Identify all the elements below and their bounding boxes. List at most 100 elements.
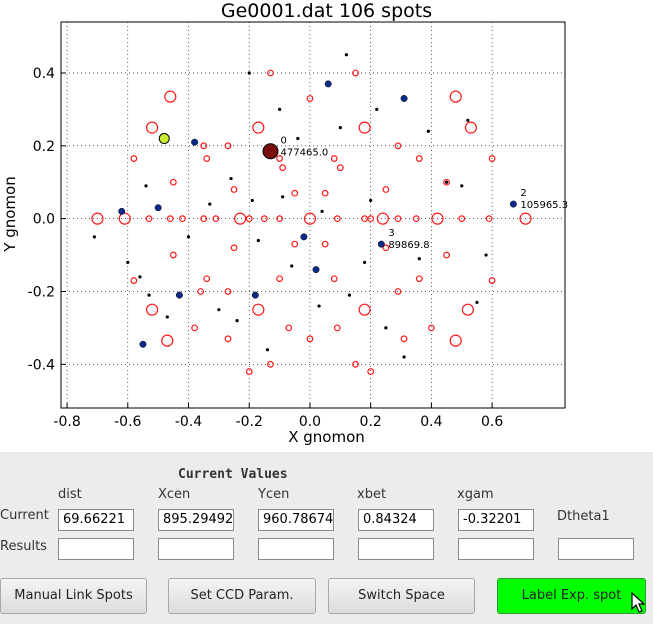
experimental-spot-marker [417, 257, 421, 261]
experimental-spot-marker [324, 80, 332, 88]
experimental-spot-marker [250, 198, 254, 203]
x-tick-label: 0.4 [420, 414, 442, 430]
experimental-spot-marker [281, 195, 285, 199]
plot-frame [60, 21, 566, 409]
theoretical-spot-marker [431, 212, 444, 225]
results-ycen-field[interactable] [258, 538, 334, 560]
theoretical-spot-marker [321, 189, 329, 197]
y-tick-label: -0.2 [28, 284, 55, 300]
current-xgam-field[interactable]: -0.32201 [458, 509, 534, 531]
current-ycen-field[interactable]: 960.78674 [258, 509, 334, 531]
theoretical-spot-marker [224, 288, 232, 295]
scatter-chart[interactable]: -0.8 -0.6 -0.4 -0.2 0.0 0.2 0.4 0.6 -0.4 -0.2 0.0 0… [0, 0, 653, 452]
experimental-spot-marker [344, 53, 348, 57]
spot-intensity-label: 477465.0 [281, 147, 329, 158]
experimental-spot-marker [138, 275, 142, 279]
theoretical-spot-marker [130, 277, 138, 284]
theoretical-spot-marker [367, 215, 375, 223]
control-panel: Current Values dist Xcen Ycen xbet xgam … [0, 452, 653, 624]
x-axis-label: X gnomon [288, 428, 365, 446]
results-dtheta1-field[interactable] [558, 538, 634, 560]
experimental-spot-marker [384, 326, 388, 330]
theoretical-spot-marker [291, 240, 299, 248]
experimental-spot-marker [126, 260, 130, 264]
experimental-spot-marker [317, 304, 321, 308]
experimental-spot-marker [444, 180, 449, 184]
experimental-spot-marker [375, 107, 379, 111]
theoretical-spot-marker [330, 155, 338, 162]
label-exp-spot-button[interactable]: Label Exp. spot [497, 578, 646, 614]
results-xcen-field[interactable] [158, 538, 234, 560]
experimental-spot-marker [154, 204, 162, 212]
experimental-spot-marker [139, 340, 147, 348]
theoretical-spot-marker [443, 251, 450, 259]
experimental-spot-marker [118, 207, 126, 215]
experimental-spot-marker [191, 138, 199, 146]
col-label-xgam: xgam [457, 487, 494, 502]
experimental-spot-marker [460, 184, 464, 188]
theoretical-spot-marker [443, 178, 450, 186]
y-tick-label: 0.0 [33, 212, 55, 228]
row-label-current: Current [0, 508, 49, 523]
plot-canvas[interactable]: Ge0001.dat 106 spots -0.8 -0.6 -0.4 -0.2 0.0… [0, 0, 653, 452]
spot-intensity-label: 105965.3 [520, 200, 568, 211]
theoretical-spot-marker [276, 275, 284, 283]
theoretical-spot-marker [352, 360, 359, 368]
experimental-spot-marker [338, 126, 342, 130]
theoretical-spot-marker [203, 155, 211, 162]
mouse-cursor-icon [631, 592, 645, 613]
theoretical-spot-marker [200, 142, 208, 150]
theoretical-spot-marker [485, 215, 493, 223]
theoretical-spot-marker [130, 155, 138, 162]
theoretical-spot-marker [488, 155, 496, 162]
experimental-spot-marker [369, 198, 373, 203]
experimental-spot-marker [229, 176, 233, 181]
spot-index-label: 2 [520, 188, 526, 199]
manual-link-spots-button[interactable]: Manual Link Spots [0, 578, 147, 614]
theoretical-spot-marker [261, 215, 268, 223]
x-tick-label: -0.8 [53, 414, 80, 430]
theoretical-spot-marker [358, 121, 371, 134]
theoretical-spot-marker [358, 303, 371, 316]
x-tick-label: 0.6 [481, 414, 503, 430]
x-tick-label: -0.4 [175, 414, 202, 430]
switch-space-button[interactable]: Switch Space [328, 578, 475, 614]
theoretical-spot-marker [203, 275, 211, 283]
experimental-spot-marker [402, 355, 406, 359]
x-tick-label: 0.2 [360, 414, 382, 430]
theoretical-spot-marker [200, 215, 208, 223]
experimental-spot-marker [92, 235, 96, 239]
experimental-spot-marker [265, 348, 270, 352]
theoretical-spot-marker [252, 303, 265, 316]
theoretical-spot-marker [145, 121, 159, 134]
current-dist-field[interactable]: 69.66221 [58, 509, 134, 531]
theoretical-spot-marker [400, 335, 408, 343]
theoretical-spot-marker [428, 324, 435, 332]
current-xbet-field[interactable]: 0.84324 [358, 509, 434, 531]
current-xcen-field[interactable]: 895.29492 [158, 509, 234, 531]
experimental-spot-marker [509, 200, 517, 208]
x-tick-label: 0.0 [299, 414, 321, 430]
theoretical-spot-marker [333, 215, 341, 223]
theoretical-spot-marker [191, 324, 198, 332]
results-dist-field[interactable] [58, 538, 134, 560]
theoretical-spot-marker [145, 215, 153, 223]
y-tick-label: 0.2 [33, 139, 55, 155]
theoretical-spot-marker [415, 155, 423, 162]
experimental-spot-marker [217, 308, 221, 312]
theoretical-spot-marker [224, 142, 232, 150]
theoretical-spot-marker [91, 212, 104, 225]
set-ccd-param-button[interactable]: Set CCD Param. [168, 578, 316, 614]
theoretical-spot-marker [330, 275, 338, 283]
theoretical-spot-marker [285, 324, 293, 332]
theoretical-spot-marker [415, 275, 423, 283]
results-xbet-field[interactable] [358, 538, 434, 560]
plot-title: Ge0001.dat 106 spots [220, 0, 433, 22]
theoretical-spot-marker [230, 186, 238, 193]
experimental-spot-marker [312, 266, 320, 274]
theoretical-spot-marker [412, 215, 420, 223]
results-xgam-field[interactable] [458, 538, 534, 560]
x-tick-label: -0.6 [114, 414, 141, 430]
experimental-spot-marker [278, 107, 282, 111]
experimental-spot-marker [165, 315, 169, 319]
